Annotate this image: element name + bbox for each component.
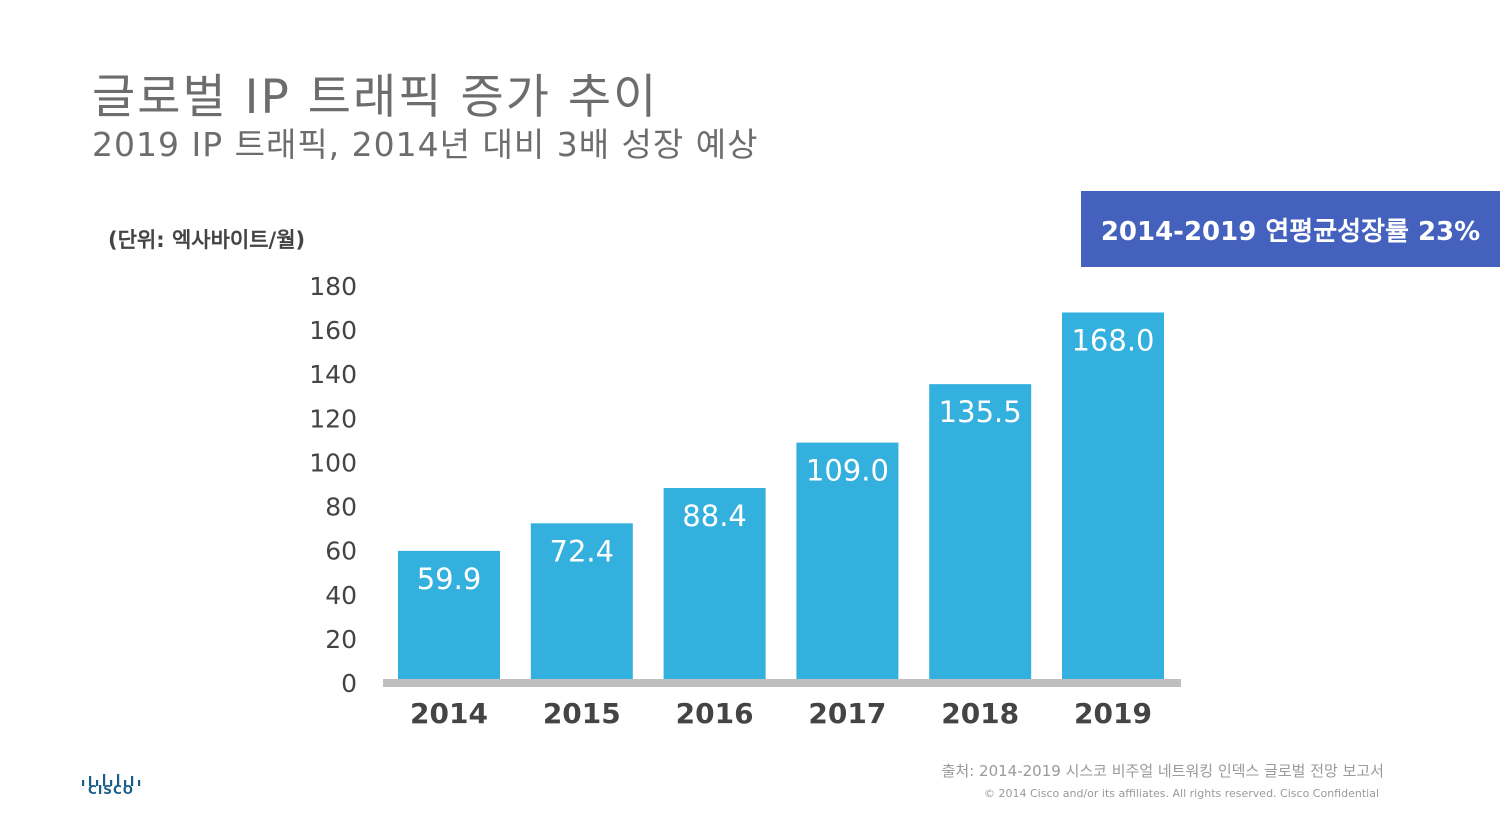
data-label: 168.0 [1071,323,1154,357]
y-tick-label: 180 [309,272,357,301]
y-tick-label: 20 [325,625,357,654]
y-tick-label: 40 [325,581,357,610]
y-tick-label: 80 [325,493,357,522]
x-tick-label: 2017 [808,697,886,730]
data-label: 135.5 [939,395,1022,429]
x-axis-line [383,679,1181,687]
page-subtitle: 2019 IP 트래픽, 2014년 대비 3배 성장 예상 [92,125,759,164]
cagr-label: 2014-2019 연평균성장률 23% [1100,216,1481,247]
bar-2014 [398,550,500,683]
data-label: 109.0 [806,454,889,488]
unit-label: (단위: 엑사바이트/월) [108,228,306,252]
y-tick-label: 100 [309,448,357,477]
data-label: 72.4 [550,534,615,568]
x-tick-label: 2019 [1074,697,1152,730]
page-title: 글로벌 IP 트래픽 증가 추이 [92,70,659,125]
x-tick-label: 2014 [410,697,488,730]
bar-2017 [796,442,899,683]
data-label: 59.9 [417,562,482,596]
y-tick-label: 140 [309,360,357,389]
y-tick-label: 0 [341,669,357,698]
bar-2019 [1062,312,1164,683]
bar-2018 [929,384,1032,683]
y-tick-label: 120 [309,404,357,433]
y-tick-label: 60 [325,537,357,566]
x-tick-label: 2016 [676,697,754,730]
source-note: 출처: 2014-2019 시스코 비주얼 네트워킹 인덱스 글로벌 전망 보고… [941,762,1384,780]
x-tick-label: 2018 [941,697,1019,730]
data-label: 88.4 [682,499,747,533]
cisco-logo-icon [82,774,141,786]
bar-2016 [663,488,766,683]
copyright-note: © 2014 Cisco and/or its affiliates. All … [984,787,1379,800]
y-tick-label: 160 [309,316,357,345]
x-tick-label: 2015 [543,697,621,730]
bar-2015 [530,523,633,683]
cagr-badge: 2014-2019 연평균성장률 23% [1081,191,1500,267]
logo-text: CISCO [88,783,134,797]
